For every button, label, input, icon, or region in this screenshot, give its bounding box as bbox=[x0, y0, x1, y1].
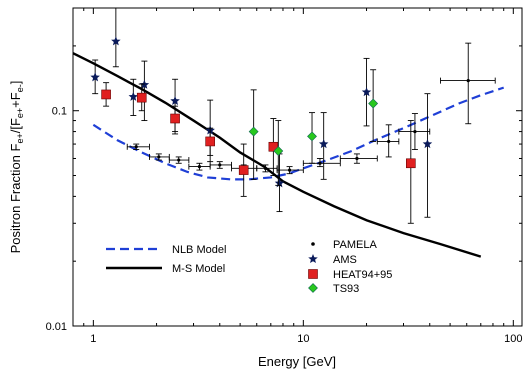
data-point-ts93 bbox=[307, 112, 317, 164]
x-tick-label: 100 bbox=[504, 333, 522, 345]
data-point-pamela bbox=[168, 156, 190, 164]
marker-dot bbox=[413, 129, 417, 134]
x-tick-label: 10 bbox=[297, 333, 309, 345]
marker-dot bbox=[318, 161, 322, 165]
data-point-heat94-95 bbox=[170, 105, 180, 133]
model-curves bbox=[72, 52, 505, 258]
data-point-ts93 bbox=[368, 69, 379, 142]
model-curve-nlb-model bbox=[92, 86, 505, 181]
marker-square bbox=[101, 89, 111, 100]
data-point-heat94-95 bbox=[101, 82, 111, 107]
data-point-ams bbox=[128, 78, 139, 116]
marker-star bbox=[128, 91, 139, 101]
x-tick-label: 1 bbox=[90, 333, 96, 345]
marker-square bbox=[136, 92, 147, 103]
legend-marker-ts93 bbox=[308, 283, 318, 293]
axis-ticks: 1 10 100 0.01 0.1 bbox=[46, 8, 522, 345]
marker-dot bbox=[197, 165, 202, 169]
data-point-ams bbox=[361, 57, 372, 127]
legend-label-ms: M-S Model bbox=[172, 263, 225, 275]
marker-star bbox=[318, 139, 329, 149]
marker-dot bbox=[287, 168, 292, 172]
y-tick-label: 0.01 bbox=[46, 321, 67, 333]
data-point-pamela bbox=[440, 42, 496, 125]
data-point-pamela bbox=[148, 153, 170, 161]
marker-diamond bbox=[307, 131, 317, 142]
data-point-pamela bbox=[276, 166, 304, 175]
data-point-ams bbox=[139, 60, 150, 122]
marker-square bbox=[170, 113, 180, 124]
marker-star bbox=[90, 72, 100, 82]
marker-square bbox=[406, 158, 416, 169]
legend-label-ts93: TS93 bbox=[333, 283, 359, 295]
marker-star bbox=[170, 95, 180, 105]
y-tick-label: 0.1 bbox=[52, 106, 67, 118]
marker-diamond bbox=[368, 98, 379, 109]
data-point-pamela bbox=[339, 153, 378, 164]
data-point-ams bbox=[274, 153, 285, 213]
data-point-ams bbox=[318, 112, 329, 180]
data-point-heat94-95 bbox=[238, 143, 249, 197]
data-point-heat94-95 bbox=[136, 83, 147, 112]
marker-square bbox=[238, 165, 249, 175]
legend-marker-pamela bbox=[311, 242, 315, 246]
legend: NLB Model M-S Model PAMELA AMS HEAT94+95… bbox=[106, 239, 392, 295]
marker-star bbox=[361, 87, 372, 97]
marker-square bbox=[205, 136, 215, 147]
data-point-heat94-95 bbox=[268, 118, 279, 176]
legend-label-pamela: PAMELA bbox=[333, 239, 377, 251]
data-point-heat94-95 bbox=[406, 120, 416, 224]
data-point-pamela bbox=[256, 164, 278, 173]
legend-marker-heat bbox=[308, 269, 318, 279]
marker-dot bbox=[355, 156, 359, 161]
data-point-ts93 bbox=[248, 89, 259, 180]
data-point-pamela bbox=[376, 124, 400, 158]
marker-dot bbox=[263, 166, 268, 170]
marker-star bbox=[274, 178, 285, 188]
model-curve-m-s-model bbox=[72, 52, 482, 258]
marker-diamond bbox=[273, 146, 284, 156]
y-axis-label: Positron Fraction Fe+/[Fe++Fe-] bbox=[8, 81, 25, 254]
marker-dot bbox=[157, 155, 161, 159]
x-axis-label: Energy [GeV] bbox=[258, 354, 336, 369]
data-point-ams bbox=[111, 7, 121, 68]
marker-dot bbox=[134, 145, 138, 149]
legend-marker-ams bbox=[308, 254, 318, 264]
data-points bbox=[90, 7, 496, 224]
marker-dot bbox=[387, 139, 391, 144]
data-point-ams bbox=[90, 59, 100, 95]
marker-diamond bbox=[248, 126, 259, 137]
data-point-ams bbox=[422, 93, 433, 218]
data-point-pamela bbox=[188, 162, 211, 171]
data-point-pamela bbox=[398, 113, 431, 151]
data-point-ts93 bbox=[273, 120, 284, 186]
data-point-pamela bbox=[126, 143, 150, 151]
legend-label-nlb: NLB Model bbox=[172, 244, 226, 256]
marker-star bbox=[111, 36, 121, 46]
plot-frame bbox=[72, 7, 523, 327]
data-point-heat94-95 bbox=[205, 127, 215, 156]
legend-label-ams: AMS bbox=[333, 254, 357, 266]
marker-star bbox=[422, 139, 433, 149]
marker-dot bbox=[218, 163, 222, 167]
marker-dot bbox=[177, 158, 181, 162]
marker-dot bbox=[466, 79, 470, 83]
legend-label-heat: HEAT94+95 bbox=[333, 269, 392, 281]
data-point-pamela bbox=[209, 161, 232, 169]
